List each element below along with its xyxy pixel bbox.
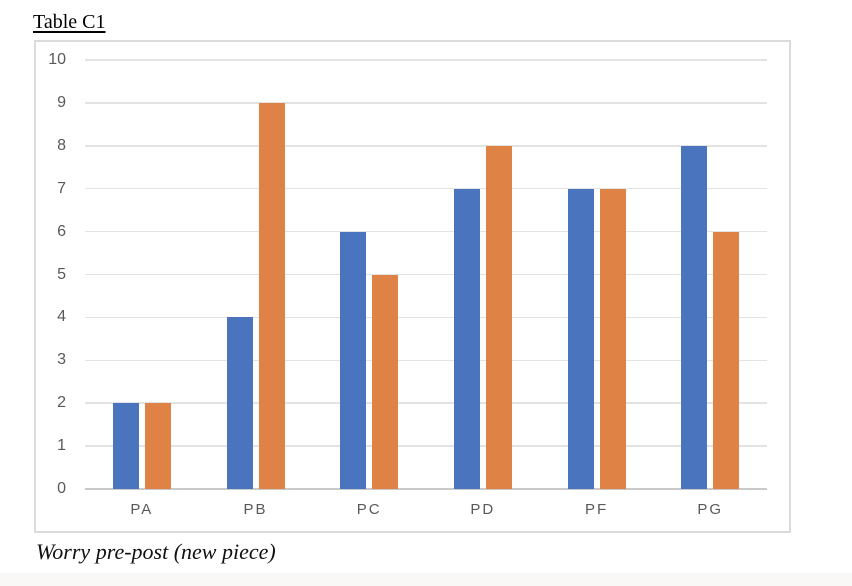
bar-blue-series-pd bbox=[453, 188, 480, 489]
bar-blue-series-pc bbox=[340, 231, 367, 489]
bar-orange-series-pg bbox=[713, 231, 740, 489]
y-tick-label-8: 8 bbox=[57, 136, 66, 154]
y-tick-label-2: 2 bbox=[57, 394, 66, 412]
y-tick-label-4: 4 bbox=[57, 308, 66, 326]
bar-group-pf bbox=[540, 60, 654, 489]
gridline-7 bbox=[85, 187, 767, 190]
bar-groups bbox=[85, 60, 767, 489]
bar-group-pg bbox=[653, 60, 767, 489]
x-axis-label-pb: PB bbox=[243, 501, 268, 518]
bar-blue-series-pa bbox=[112, 403, 139, 489]
bar-orange-series-pf bbox=[599, 188, 626, 489]
bar-group-pa bbox=[85, 60, 199, 489]
chart-caption: Worry pre-post (new piece) bbox=[36, 539, 276, 564]
gridline-2 bbox=[85, 402, 767, 404]
gridline-3 bbox=[85, 359, 767, 362]
x-axis-label-pa: PA bbox=[130, 501, 154, 518]
y-tick-label-6: 6 bbox=[57, 222, 66, 240]
gridline-6 bbox=[85, 230, 767, 233]
y-tick-label-9: 9 bbox=[57, 93, 66, 111]
bar-group-pb bbox=[199, 60, 313, 489]
bar-orange-series-pd bbox=[485, 145, 512, 489]
gridline-5 bbox=[85, 273, 767, 276]
chart-frame: PA PB PC PD PF PG 0 1 2 3 4 5 6 7 8 9 10 bbox=[34, 40, 791, 533]
bar-group-pd bbox=[426, 60, 540, 489]
gridline-1 bbox=[85, 445, 767, 447]
y-tick-label-5: 5 bbox=[57, 265, 66, 283]
bar-blue-series-pf bbox=[567, 188, 594, 489]
x-axis-label-pc: PC bbox=[356, 501, 382, 518]
y-tick-label-7: 7 bbox=[57, 179, 66, 197]
gridline-8 bbox=[85, 145, 767, 147]
y-tick-label-3: 3 bbox=[57, 351, 66, 369]
chart-title: Table C1 bbox=[33, 11, 106, 33]
gridline-0 bbox=[85, 488, 767, 490]
gridline-9 bbox=[85, 102, 767, 104]
bar-blue-series-pb bbox=[226, 317, 253, 489]
x-axis-label-pd: PD bbox=[470, 501, 496, 518]
bar-orange-series-pc bbox=[372, 274, 399, 489]
bar-orange-series-pb bbox=[258, 102, 285, 489]
x-axis-label-pf: PF bbox=[584, 501, 609, 518]
y-tick-label-1: 1 bbox=[57, 437, 66, 455]
bottom-strip bbox=[0, 573, 852, 586]
gridline-10 bbox=[85, 59, 767, 61]
gridline-4 bbox=[85, 316, 767, 319]
y-tick-label-10: 10 bbox=[48, 51, 66, 68]
bar-blue-series-pg bbox=[681, 145, 708, 489]
bar-group-pc bbox=[312, 60, 426, 489]
y-tick-label-0: 0 bbox=[57, 480, 66, 497]
plot-area bbox=[85, 59, 767, 490]
bar-orange-series-pa bbox=[144, 403, 171, 489]
x-axis-label-pg: PG bbox=[697, 501, 724, 518]
x-axis-labels: PA PB PC PD PF PG bbox=[85, 501, 767, 519]
